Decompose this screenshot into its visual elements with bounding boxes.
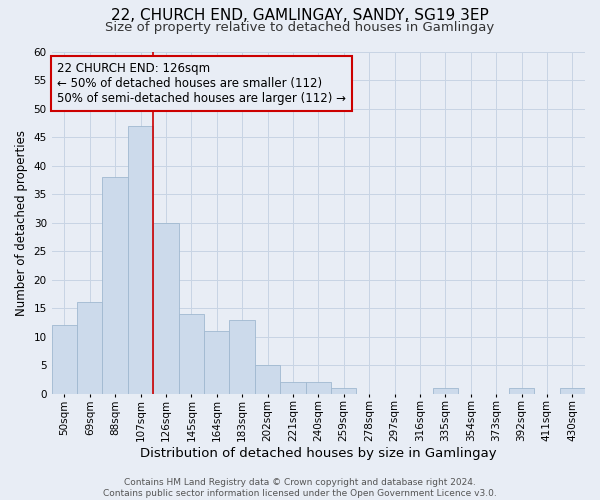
Bar	[433, 388, 458, 394]
Bar	[77, 302, 103, 394]
Bar	[204, 331, 229, 394]
Bar	[229, 320, 255, 394]
Bar	[179, 314, 204, 394]
Y-axis label: Number of detached properties: Number of detached properties	[15, 130, 28, 316]
Bar	[509, 388, 534, 394]
Bar	[103, 177, 128, 394]
X-axis label: Distribution of detached houses by size in Gamlingay: Distribution of detached houses by size …	[140, 447, 497, 460]
Bar	[52, 326, 77, 394]
Text: 22 CHURCH END: 126sqm
← 50% of detached houses are smaller (112)
50% of semi-det: 22 CHURCH END: 126sqm ← 50% of detached …	[57, 62, 346, 105]
Bar	[255, 365, 280, 394]
Bar	[305, 382, 331, 394]
Text: 22, CHURCH END, GAMLINGAY, SANDY, SG19 3EP: 22, CHURCH END, GAMLINGAY, SANDY, SG19 3…	[111, 8, 489, 22]
Bar	[331, 388, 356, 394]
Bar	[153, 222, 179, 394]
Bar	[560, 388, 585, 394]
Bar	[280, 382, 305, 394]
Bar	[128, 126, 153, 394]
Text: Contains HM Land Registry data © Crown copyright and database right 2024.
Contai: Contains HM Land Registry data © Crown c…	[103, 478, 497, 498]
Text: Size of property relative to detached houses in Gamlingay: Size of property relative to detached ho…	[106, 22, 494, 35]
